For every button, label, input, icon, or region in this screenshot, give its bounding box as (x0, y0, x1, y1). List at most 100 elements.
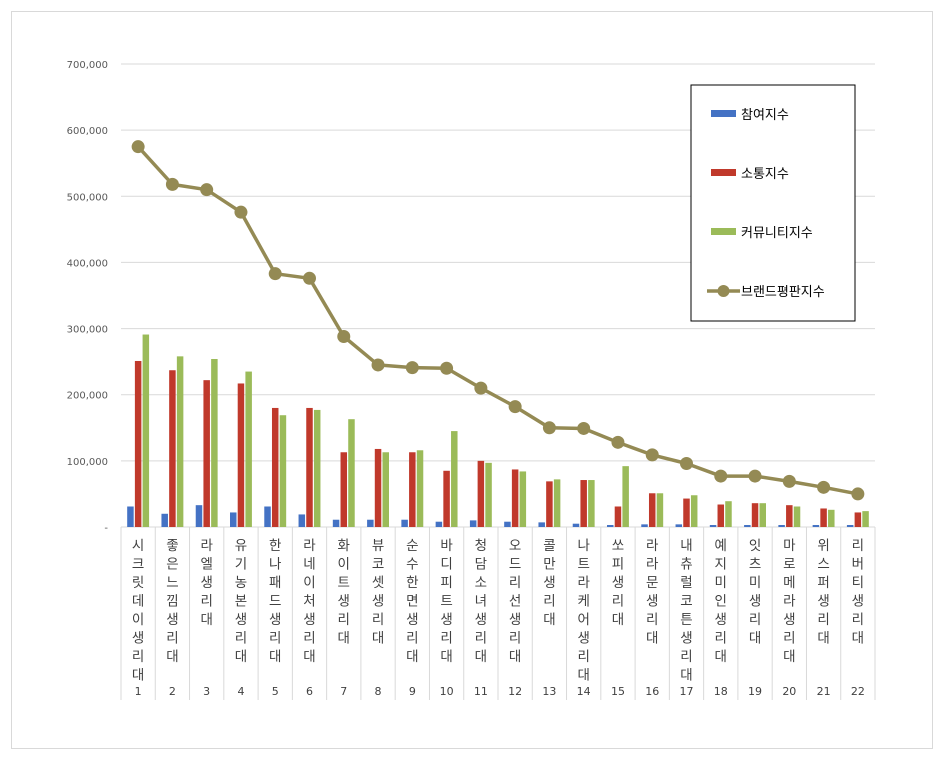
x-rank-label: 17 (680, 685, 694, 698)
x-rank-label: 14 (577, 685, 591, 698)
bar (211, 358, 218, 527)
bar (313, 409, 321, 527)
x-axis: 시 크 릿 데 이 생 리 대1 좋 은 느 낌 생 리 대 2 라 엘 생 리 대 3 유 기 농 본 생 리 대 4 한 나 패 드 생 리 대 5 라… (120, 526, 876, 700)
line-point (440, 361, 454, 375)
bar (820, 508, 827, 527)
bar (382, 452, 389, 527)
bar (553, 479, 561, 527)
x-rank-label: 5 (272, 685, 279, 698)
bar (812, 525, 820, 527)
bar (443, 470, 450, 527)
bar (409, 452, 416, 527)
bar (641, 524, 648, 527)
bar (127, 506, 134, 527)
x-rank-label: 12 (508, 685, 522, 698)
y-tick-label: - (104, 523, 108, 534)
y-tick-label: 600,000 (67, 126, 108, 137)
bar (169, 370, 176, 527)
y-tick-label: 100,000 (67, 457, 108, 468)
bar (203, 380, 210, 527)
bar (607, 525, 614, 527)
bar (271, 407, 279, 527)
brand-index-line (136, 145, 859, 496)
bar (401, 519, 408, 527)
y-tick-label: 700,000 (67, 60, 108, 71)
bar (374, 448, 382, 527)
legend-label: 브랜드평판지수 (741, 285, 825, 300)
x-rank-label: 10 (440, 685, 454, 698)
bar (778, 525, 785, 527)
x-rank-label: 1 (135, 685, 142, 698)
y-axis: - 100,000 200,000 300,000 400,000 500,000 600,… (67, 60, 109, 534)
bar (862, 511, 869, 527)
bar (828, 509, 835, 527)
x-rank-label: 3 (203, 685, 210, 698)
legend-marker (717, 285, 730, 297)
x-rank-label: 21 (817, 685, 831, 698)
bar (230, 512, 237, 527)
bar (622, 466, 629, 527)
bar (675, 524, 683, 527)
x-rank-label: 18 (714, 685, 728, 698)
line-point (577, 421, 591, 435)
bar (142, 334, 150, 527)
bar (469, 520, 477, 527)
y-tick-label: 500,000 (67, 192, 108, 203)
y-tick-label: 200,000 (67, 391, 108, 402)
bar (348, 419, 355, 527)
y-tick-label: 300,000 (67, 325, 108, 336)
line-point (508, 400, 522, 414)
bar (648, 493, 656, 527)
bar (717, 504, 725, 527)
line-point (714, 469, 728, 483)
line-point (817, 480, 831, 494)
bar (725, 501, 732, 527)
bar (485, 462, 492, 527)
legend-label: 커뮤니티지수 (741, 226, 813, 241)
line-point (405, 361, 419, 375)
bar (504, 521, 511, 527)
bar (614, 506, 622, 527)
x-rank-label: 7 (340, 685, 347, 698)
x-rank-label: 19 (748, 685, 762, 698)
bar (546, 481, 553, 527)
x-rank-label: 6 (306, 685, 313, 698)
bar (298, 514, 306, 527)
legend-swatch (711, 110, 736, 117)
bar (176, 356, 184, 527)
bar (237, 383, 245, 527)
bar (416, 450, 424, 527)
bar-series (127, 334, 869, 527)
line-point (851, 487, 865, 501)
x-rank-label: 4 (237, 685, 244, 698)
line-point (234, 205, 248, 219)
line-series (131, 140, 865, 501)
line-point (337, 330, 351, 344)
bar (751, 503, 759, 527)
line-point (131, 140, 145, 154)
bar (435, 521, 443, 527)
x-rank-label: 22 (851, 685, 865, 698)
line-point (303, 271, 316, 285)
bar (367, 519, 374, 527)
line-point (371, 358, 385, 372)
bar (690, 495, 698, 527)
bar (279, 415, 287, 527)
bar (656, 493, 664, 527)
